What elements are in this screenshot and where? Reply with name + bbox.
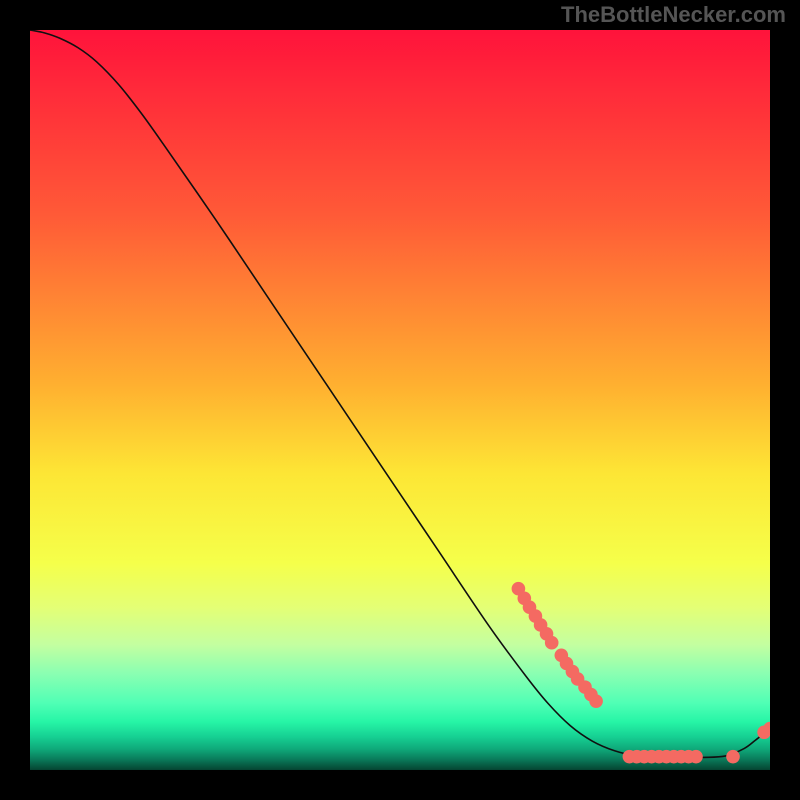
- data-marker: [726, 750, 740, 764]
- chart-svg: [30, 30, 770, 770]
- data-marker: [545, 636, 559, 650]
- gradient-background: [30, 30, 770, 770]
- data-marker: [689, 750, 703, 764]
- plot-area: [30, 30, 770, 770]
- data-marker: [589, 694, 603, 708]
- watermark-text: TheBottleNecker.com: [561, 2, 786, 28]
